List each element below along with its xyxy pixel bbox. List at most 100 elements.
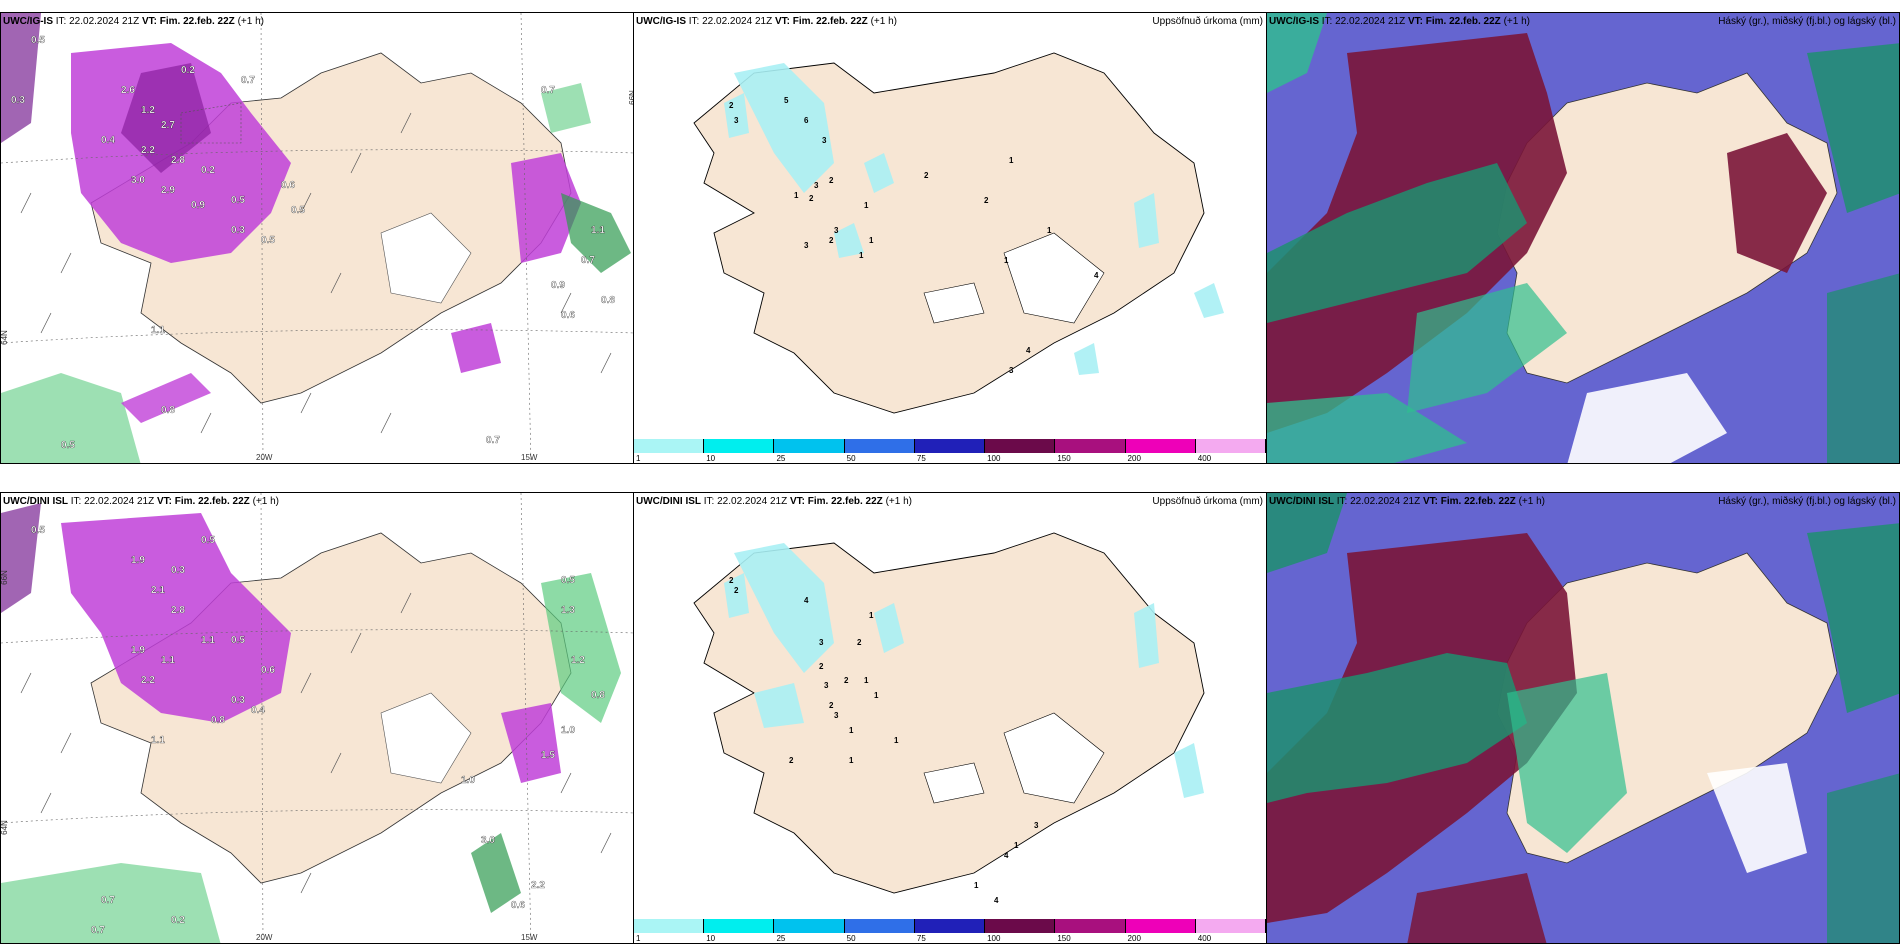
- precip-value-label: 1.3: [561, 605, 575, 616]
- precip-cyan: [734, 543, 834, 673]
- panel-title: UWC/DINI ISL IT: 22.02.2024 21Z VT: Fim.…: [636, 496, 912, 507]
- precip-value-label: 1: [859, 251, 864, 260]
- mid-cloud-band: [1267, 653, 1527, 803]
- precip-value-label: 2: [924, 171, 929, 180]
- lon-label-20w: 20W: [256, 453, 273, 462]
- precip-value-label: 3.0: [131, 175, 145, 186]
- accum-precip-map-igis: 2356323213221131211144313 UWC/IG-IS IT: …: [633, 12, 1267, 464]
- precip-value-label: 2.2: [141, 675, 155, 686]
- precip-value-label: 0.7: [241, 75, 255, 86]
- precip-value-label: 2: [729, 101, 734, 110]
- precip-value-label: 3: [804, 241, 809, 250]
- precip-value-label: 0.5: [561, 575, 575, 586]
- precip-value-label: 0.9: [551, 280, 565, 291]
- map-canvas: 0.5 0.3 0.2 0.7 2.6 1.2 2.7 0.4 2.2 2.8 0.2 3.0 2.9 0…: [1, 13, 633, 463]
- precip-value-label: 0.5: [61, 440, 75, 451]
- cloud-map-igis: UWC/IG-IS IT: 22.02.2024 21Z VT: Fim. 22…: [1266, 12, 1900, 464]
- precip-value-label: 0.6: [511, 900, 525, 911]
- precip-value-label: 3: [824, 681, 829, 690]
- precip-value-label: 3: [734, 116, 739, 125]
- colorbar-swatch: [1055, 439, 1126, 453]
- precip-green-sw: [1, 863, 221, 943]
- precip-value-label: 2: [734, 586, 739, 595]
- precip-value-label: 2: [829, 701, 834, 710]
- precip-value-label: 0.3: [11, 95, 25, 106]
- precip-labels: 0.5 0.3 0.2 0.7 2.6 1.2 2.7 0.4 2.2 2.8 0.2 3.0 2.9 0…: [11, 35, 616, 451]
- panel-variable-title: Háský (gr.), miðský (fj.bl.) og lágský (…: [1718, 16, 1896, 27]
- colorbar-tick-label: 200: [1127, 934, 1141, 943]
- precip-value-label: 0.6: [281, 180, 295, 191]
- precip-value-label: 1: [1014, 841, 1019, 850]
- colorbar-swatch: [844, 439, 915, 453]
- precip-value-label: 2: [729, 576, 734, 585]
- panel-title: UWC/IG-IS IT: 22.02.2024 21Z VT: Fim. 22…: [3, 16, 264, 27]
- colorbar-tick-label: 100: [987, 934, 1001, 943]
- precip-value-label: 1.2: [571, 655, 585, 666]
- colorbar-tick-label: 25: [776, 454, 786, 463]
- precip-value-label: 0.4: [101, 135, 115, 146]
- precip-value-label: 4: [804, 596, 809, 605]
- glacier: [923, 762, 985, 804]
- colorbar-tick-label: 75: [916, 454, 926, 463]
- colorbar-swatch: [914, 439, 986, 453]
- precip-value-label: 2: [844, 676, 849, 685]
- precip-value-label: 0.7: [101, 895, 115, 906]
- precip-value-label: 1: [874, 691, 879, 700]
- precip-value-label: 0.7: [541, 85, 555, 96]
- precip-value-label: 1: [1004, 256, 1009, 265]
- map-canvas: 22412322131231121314143282: [634, 493, 1266, 943]
- colorbar-tick-label: 150: [1057, 454, 1071, 463]
- precip-value-label: 2.1: [151, 585, 165, 596]
- colorbar-tick-label: 200: [1127, 454, 1141, 463]
- lat-label-64n: 64N: [0, 820, 9, 835]
- precip-value-label: 0.6: [561, 310, 575, 321]
- precip-value-label: 0.2: [201, 165, 215, 176]
- precip-value-label: 0.7: [581, 255, 595, 266]
- precip-value-label: 0.3: [231, 695, 245, 706]
- colorbar-tick-label: 1: [636, 934, 641, 943]
- colorbar-swatch: [985, 439, 1056, 453]
- glacier: [923, 282, 985, 324]
- precip-value-label: 1.5: [541, 750, 555, 761]
- colorbar-swatch: [1195, 439, 1266, 453]
- precip-value-label: 2.2: [531, 880, 545, 891]
- wind-precip-map-igis: 0.5 0.3 0.2 0.7 2.6 1.2 2.7 0.4 2.2 2.8 0.2 3.0 2.9 0…: [0, 12, 634, 464]
- precip-value-label: 0.6: [261, 665, 275, 676]
- glacier: [1003, 712, 1105, 804]
- colorbar: 1 10 25 50 75 100 150 200 400: [634, 439, 1266, 463]
- panel-title: UWC/IG-IS IT: 22.02.2024 21Z VT: Fim. 22…: [636, 16, 897, 27]
- precip-value-label: 1: [869, 611, 874, 620]
- precip-value-label: 4: [1026, 346, 1031, 355]
- colorbar-swatch: [634, 919, 705, 933]
- precip-value-label: 1.0: [561, 725, 575, 736]
- map-canvas: 2356323213221131211144313: [634, 13, 1266, 463]
- colorbar: 1 10 25 50 75 100 150 200 400: [634, 919, 1266, 943]
- glacier: [380, 692, 472, 784]
- precip-green-sw: [1, 373, 141, 463]
- precip-value-label: 0.4: [251, 705, 265, 716]
- precip-value-label: 0.5: [231, 195, 245, 206]
- colorbar-swatch: [704, 439, 775, 453]
- precip-value-label: 0.3: [171, 565, 185, 576]
- precip-value-label: 1.1: [591, 225, 605, 236]
- precip-value-label: 1: [849, 726, 854, 735]
- colorbar-tick-label: 25: [776, 934, 786, 943]
- precip-value-label: 1: [869, 236, 874, 245]
- precip-value-label: 3: [834, 711, 839, 720]
- precip-value-label: 1.1: [161, 655, 175, 666]
- precip-value-label: 1.9: [131, 645, 145, 656]
- precip-value-label: 1: [974, 881, 979, 890]
- panel-title: UWC/IG-IS IT: 22.02.2024 21Z VT: Fim. 22…: [1269, 16, 1530, 27]
- precip-value-label: 0.5: [291, 205, 305, 216]
- precip-value-label: 0.3: [231, 225, 245, 236]
- precip-value-label: 1: [1009, 156, 1014, 165]
- precip-value-label: 1.1: [151, 735, 165, 746]
- precip-value-label: 2: [829, 176, 834, 185]
- precip-value-label: 0.8: [601, 295, 615, 306]
- glacier: [380, 212, 472, 304]
- precip-value-label: 1.1: [151, 325, 165, 336]
- precip-value-label: 1: [864, 201, 869, 210]
- colorbar-tick-label: 1: [636, 454, 641, 463]
- colorbar-swatch: [914, 919, 986, 933]
- precip-value-label: 1: [1047, 226, 1052, 235]
